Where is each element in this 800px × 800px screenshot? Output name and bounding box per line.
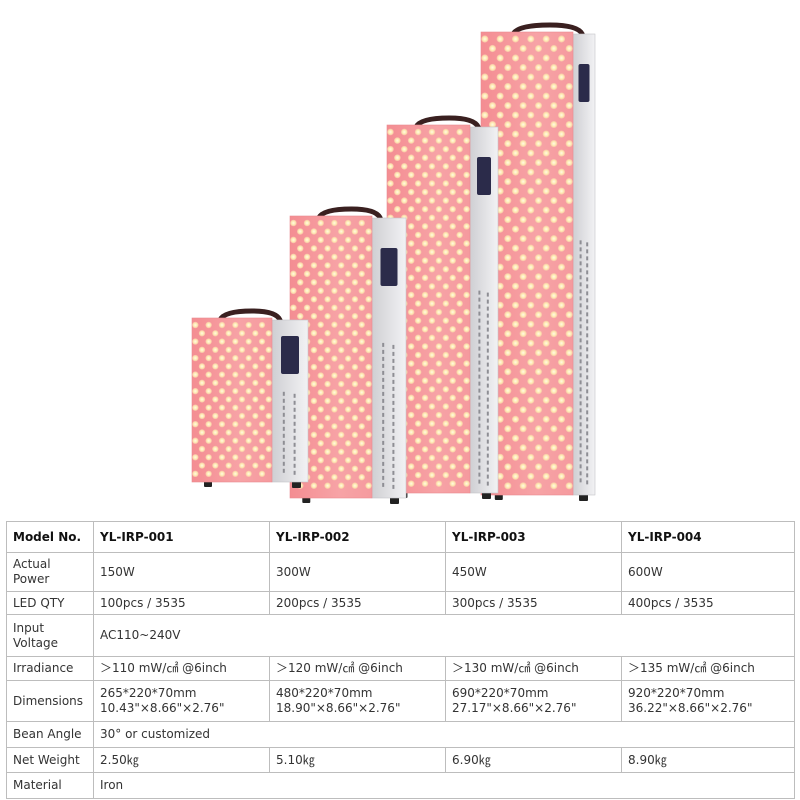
model-header: YL-IRP-003 xyxy=(445,521,622,553)
row-label-irradiance: Irradiance xyxy=(6,656,94,681)
row-label-net-weight: Net Weight xyxy=(6,747,94,773)
row-label-power: Actual Power xyxy=(6,552,94,592)
table-cell: AC110~240V xyxy=(93,614,795,657)
row-label-led-qty: LED QTY xyxy=(6,591,94,615)
table-cell: 200pcs / 3535 xyxy=(269,591,446,615)
table-row: Net Weight 2.50㎏ 5.10㎏ 6.90㎏ 8.90㎏ xyxy=(6,747,795,773)
table-row: Input Voltage AC110~240V xyxy=(6,614,795,657)
table-cell: 8.90㎏ xyxy=(621,747,795,773)
table-cell: 5.10㎏ xyxy=(269,747,446,773)
table-header-row: Model No. YL-IRP-001 YL-IRP-002 YL-IRP-0… xyxy=(6,521,795,553)
table-row: Dimensions 265*220*70mm 10.43"×8.66"×2.76… xyxy=(6,680,795,722)
table-cell: 400pcs / 3535 xyxy=(621,591,795,615)
model-header: YL-IRP-001 xyxy=(93,521,270,553)
handle-icon xyxy=(217,308,283,323)
row-label-dimensions: Dimensions xyxy=(6,680,94,722)
table-cell: 920*220*70mm 36.22"×8.66"×2.76" xyxy=(621,680,795,722)
handle-icon xyxy=(413,115,481,130)
row-label-input-voltage: Input Voltage xyxy=(6,614,94,657)
table-cell: ＞135 mW/㎠ @6inch xyxy=(621,656,795,681)
table-cell: 6.90㎏ xyxy=(445,747,622,773)
row-label-material: Material xyxy=(6,772,94,799)
table-cell: 150W xyxy=(93,552,270,592)
table-cell: 450W xyxy=(445,552,622,592)
table-cell: 2.50㎏ xyxy=(93,747,270,773)
table-cell: 480*220*70mm 18.90"×8.66"×2.76" xyxy=(269,680,446,722)
handle-icon xyxy=(510,22,585,37)
table-cell: Iron xyxy=(93,772,795,799)
product-photo xyxy=(191,22,596,504)
table-cell: 690*220*70mm 27.17"×8.66"×2.76" xyxy=(445,680,622,722)
row-label-beam-angle: Bean Angle xyxy=(6,721,94,748)
spec-table: Model No. YL-IRP-001 YL-IRP-002 YL-IRP-0… xyxy=(6,521,795,799)
model-header: YL-IRP-004 xyxy=(621,521,795,553)
table-cell: ＞120 mW/㎠ @6inch xyxy=(269,656,446,681)
table-row: Bean Angle 30° or customized xyxy=(6,721,795,748)
display-icon xyxy=(281,336,299,374)
product-panel xyxy=(191,308,309,488)
table-row: Actual Power 150W 300W 450W 600W xyxy=(6,552,795,592)
handle-icon xyxy=(316,206,383,221)
display-icon xyxy=(578,64,590,102)
table-cell: ＞110 mW/㎠ @6inch xyxy=(93,656,270,681)
table-cell: 300pcs / 3535 xyxy=(445,591,622,615)
display-icon xyxy=(380,248,398,286)
model-header: YL-IRP-002 xyxy=(269,521,446,553)
table-cell: ＞130 mW/㎠ @6inch xyxy=(445,656,622,681)
table-cell: 30° or customized xyxy=(93,721,795,748)
table-cell: 265*220*70mm 10.43"×8.66"×2.76" xyxy=(93,680,270,722)
table-cell: 300W xyxy=(269,552,446,592)
table-cell: 600W xyxy=(621,552,795,592)
table-row: Material Iron xyxy=(6,772,795,799)
display-icon xyxy=(477,157,491,195)
table-row: Irradiance ＞110 mW/㎠ @6inch ＞120 mW/㎠ @6… xyxy=(6,656,795,681)
led-face xyxy=(191,317,273,483)
table-row: LED QTY 100pcs / 3535 200pcs / 3535 300p… xyxy=(6,591,795,615)
table-cell: 100pcs / 3535 xyxy=(93,591,270,615)
header-label: Model No. xyxy=(6,521,94,553)
